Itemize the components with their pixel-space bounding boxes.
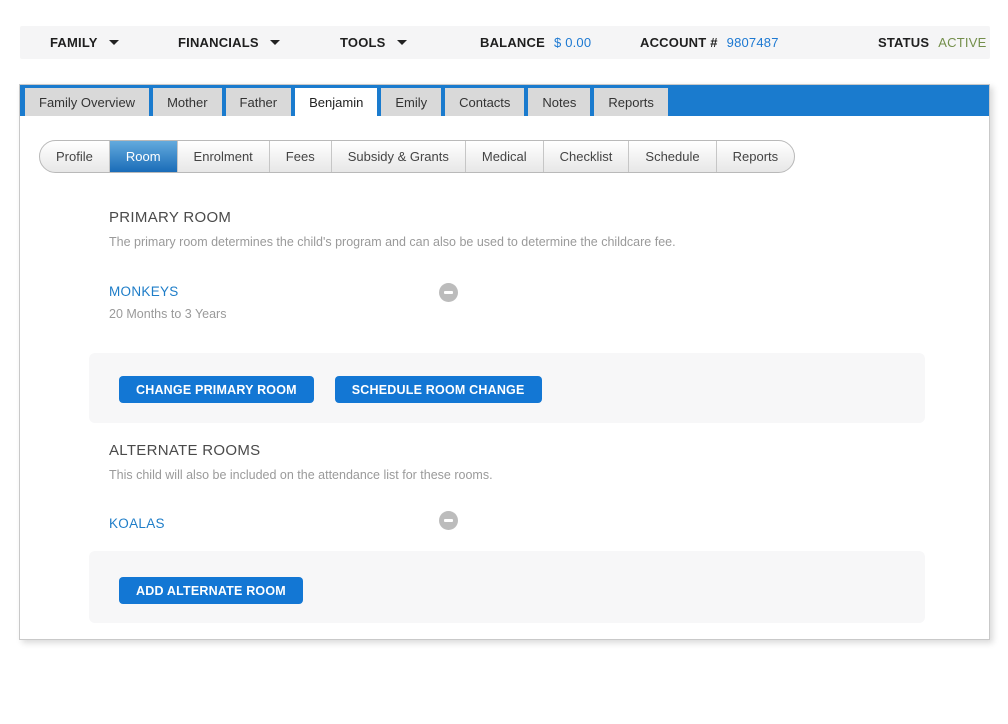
- subtab-checklist[interactable]: Checklist: [544, 141, 630, 172]
- tab-contacts[interactable]: Contacts: [445, 88, 525, 116]
- menu-tools[interactable]: TOOLS: [340, 26, 407, 59]
- account-label: ACCOUNT #: [640, 35, 718, 50]
- menu-tools-label: TOOLS: [340, 35, 386, 50]
- tab-benjamin[interactable]: Benjamin: [295, 88, 378, 116]
- balance-label: BALANCE: [480, 35, 545, 50]
- account-group: ACCOUNT # 9807487: [640, 26, 779, 59]
- balance-value: $ 0.00: [553, 35, 592, 50]
- tab-emily[interactable]: Emily: [381, 88, 442, 116]
- subtab-fees[interactable]: Fees: [270, 141, 332, 172]
- chevron-down-icon: [108, 40, 119, 45]
- alternate-rooms-description: This child will also be included on the …: [109, 468, 493, 482]
- child-subtab-bar: Profile Room Enrolment Fees Subsidy & Gr…: [39, 140, 796, 173]
- alternate-rooms-title: ALTERNATE ROOMS: [109, 442, 261, 459]
- add-alternate-room-button[interactable]: ADD ALTERNATE ROOM: [119, 577, 303, 604]
- subtab-enrolment[interactable]: Enrolment: [178, 141, 270, 172]
- status-group: STATUS ACTIVE: [878, 26, 986, 59]
- primary-room-link[interactable]: MONKEYS: [109, 284, 179, 299]
- family-tab-bar: Family Overview Mother Father Benjamin E…: [20, 85, 989, 116]
- remove-alternate-room-button[interactable]: [439, 511, 458, 530]
- alternate-room-link[interactable]: KOALAS: [109, 516, 165, 531]
- menu-financials-label: FINANCIALS: [178, 35, 259, 50]
- chevron-down-icon: [269, 40, 280, 45]
- tab-reports[interactable]: Reports: [594, 88, 668, 116]
- tab-notes[interactable]: Notes: [528, 88, 591, 116]
- primary-room-age-range: 20 Months to 3 Years: [109, 307, 227, 321]
- tab-family-overview[interactable]: Family Overview: [25, 88, 150, 116]
- chevron-down-icon: [396, 40, 407, 45]
- subtab-reports[interactable]: Reports: [732, 149, 779, 164]
- account-number: 9807487: [726, 35, 779, 50]
- status-badge: ACTIVE: [938, 35, 987, 50]
- primary-room-description: The primary room determines the child's …: [109, 235, 676, 249]
- subtab-profile[interactable]: Profile: [40, 141, 110, 172]
- primary-room-actions-panel: CHANGE PRIMARY ROOM SCHEDULE ROOM CHANGE: [89, 353, 925, 423]
- balance-group: BALANCE $ 0.00: [480, 26, 591, 59]
- family-panel: Family Overview Mother Father Benjamin E…: [19, 84, 990, 640]
- status-label: STATUS: [878, 35, 930, 50]
- subtab-medical[interactable]: Medical: [466, 141, 544, 172]
- alternate-room-actions-panel: ADD ALTERNATE ROOM: [89, 551, 925, 623]
- top-menu-bar: FAMILY FINANCIALS TOOLS BALANCE $ 0.00 A…: [20, 26, 990, 59]
- primary-room-buttons: CHANGE PRIMARY ROOM SCHEDULE ROOM CHANGE: [119, 376, 542, 403]
- change-primary-room-button[interactable]: CHANGE PRIMARY ROOM: [119, 376, 314, 403]
- menu-financials[interactable]: FINANCIALS: [178, 26, 280, 59]
- primary-room-title: PRIMARY ROOM: [109, 209, 232, 226]
- alternate-room-buttons: ADD ALTERNATE ROOM: [119, 577, 303, 604]
- subtab-schedule[interactable]: Schedule: [629, 141, 717, 172]
- subtab-subsidy-grants[interactable]: Subsidy & Grants: [332, 141, 466, 172]
- menu-family-label: FAMILY: [50, 35, 98, 50]
- subtab-room[interactable]: Room: [109, 141, 178, 172]
- tab-mother[interactable]: Mother: [153, 88, 222, 116]
- menu-family[interactable]: FAMILY: [50, 26, 119, 59]
- tab-father[interactable]: Father: [225, 88, 292, 116]
- schedule-room-change-button[interactable]: SCHEDULE ROOM CHANGE: [334, 376, 542, 403]
- remove-primary-room-button[interactable]: [439, 283, 458, 302]
